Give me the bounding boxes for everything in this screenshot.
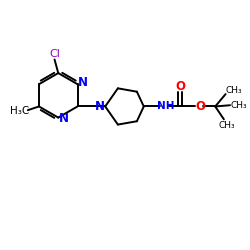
Text: CH₃: CH₃ — [218, 121, 235, 130]
Text: N: N — [95, 100, 105, 113]
Text: N: N — [78, 76, 88, 90]
Text: O: O — [175, 80, 185, 93]
Text: Cl: Cl — [49, 49, 60, 59]
Text: NH: NH — [156, 102, 174, 112]
Text: N: N — [59, 112, 69, 125]
Text: CH₃: CH₃ — [230, 101, 247, 110]
Text: O: O — [195, 100, 205, 113]
Text: H₃C: H₃C — [10, 106, 29, 117]
Text: CH₃: CH₃ — [225, 86, 242, 95]
